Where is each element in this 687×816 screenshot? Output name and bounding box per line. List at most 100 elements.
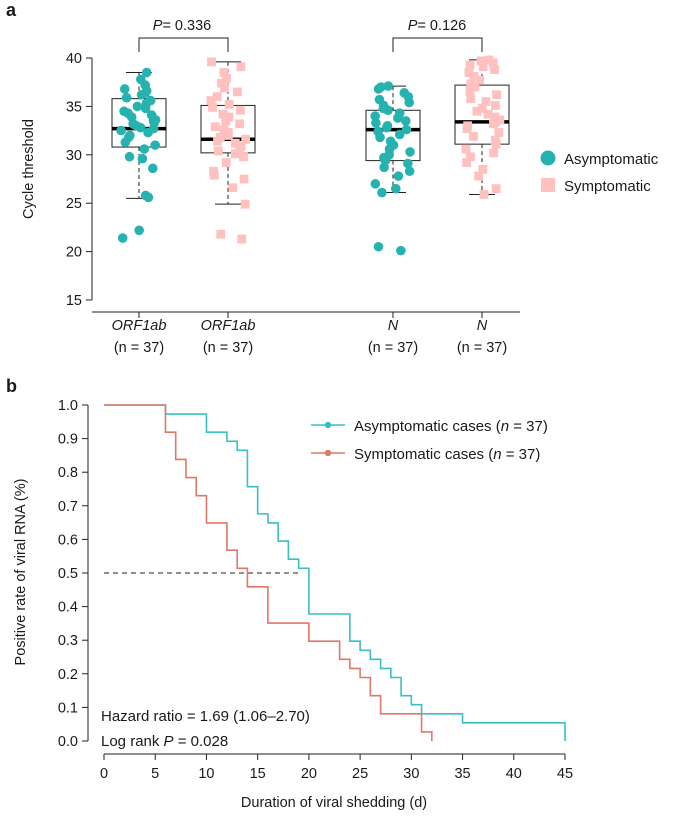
- data-point-asymptomatic: [139, 144, 150, 154]
- data-point-symptomatic: [490, 112, 500, 122]
- data-point-symptomatic: [210, 122, 220, 132]
- data-point-asymptomatic: [374, 94, 385, 105]
- data-point-asymptomatic: [117, 233, 128, 243]
- legend: Asymptomatic Symptomatic: [540, 150, 659, 195]
- category-n-3: (n = 37): [368, 340, 418, 356]
- data-point-symptomatic: [475, 75, 485, 85]
- category-gene-3: N: [388, 318, 399, 334]
- data-point-asymptomatic: [383, 81, 394, 91]
- data-point-symptomatic: [469, 71, 479, 81]
- y-tick-label: 25: [66, 196, 82, 212]
- data-point-asymptomatic: [147, 163, 158, 174]
- data-point-symptomatic: [479, 190, 489, 199]
- data-point-symptomatic: [228, 183, 238, 193]
- km-x-tick-label: 10: [198, 766, 214, 782]
- data-point-symptomatic: [468, 132, 478, 141]
- data-point-asymptomatic: [401, 124, 412, 135]
- p-value-orf1ab: P= 0.336: [153, 18, 211, 34]
- data-point-asymptomatic: [376, 82, 386, 92]
- km-y-tick-label: 0.0: [58, 734, 78, 750]
- km-x-tick-label: 30: [403, 766, 419, 782]
- data-point-symptomatic: [484, 55, 494, 65]
- data-point-symptomatic: [239, 152, 248, 162]
- data-point-symptomatic: [230, 138, 240, 148]
- box-axes: 15 20 25 30 35 40: [66, 51, 520, 318]
- data-point-symptomatic: [212, 92, 222, 102]
- legend-label-symptomatic: Symptomatic: [564, 178, 651, 195]
- data-point-symptomatic: [465, 60, 475, 70]
- km-y-tick-label: 0.5: [58, 566, 78, 582]
- data-point-asymptomatic: [124, 151, 135, 162]
- km-curve-asymptomatic: [104, 404, 566, 741]
- data-point-asymptomatic: [145, 95, 156, 106]
- km-curves: [104, 404, 566, 741]
- data-point-asymptomatic: [121, 92, 132, 103]
- data-point-symptomatic: [466, 79, 476, 89]
- data-point-symptomatic: [462, 158, 472, 167]
- km-x-tick-label: 20: [301, 766, 317, 782]
- km-x-tick-label: 25: [352, 766, 368, 782]
- km-x-tick-label: 15: [250, 766, 266, 782]
- data-point-symptomatic: [232, 87, 242, 97]
- km-annotations: Hazard ratio = 1.69 (1.06–2.70) Log rank…: [101, 708, 310, 750]
- data-point-symptomatic: [491, 184, 501, 194]
- data-point-asymptomatic: [393, 171, 404, 181]
- y-tick-label: 20: [66, 245, 82, 261]
- km-y-tick-label: 0.9: [58, 432, 78, 448]
- data-point-symptomatic: [224, 100, 234, 109]
- data-point-asymptomatic: [134, 225, 144, 236]
- data-point-symptomatic: [477, 103, 487, 113]
- category-gene-4: N: [477, 318, 488, 334]
- data-point-symptomatic: [235, 105, 245, 115]
- data-point-symptomatic: [217, 78, 226, 88]
- category-gene-1: ORF1ab: [112, 318, 167, 334]
- hazard-ratio-text: Hazard ratio = 1.69 (1.06–2.70): [101, 708, 310, 725]
- km-y-tick-label: 0.2: [58, 667, 78, 683]
- data-points: [116, 55, 505, 256]
- data-point-symptomatic: [236, 62, 246, 72]
- km-x-tick-label: 0: [100, 766, 108, 782]
- data-point-symptomatic: [221, 158, 231, 167]
- panel-label-a: a: [6, 0, 17, 20]
- data-point-symptomatic: [209, 166, 218, 176]
- legend-label-symptomatic-cases: Symptomatic cases (n = 37): [354, 446, 540, 463]
- data-point-asymptomatic: [125, 130, 135, 141]
- data-point-asymptomatic: [136, 74, 146, 85]
- data-point-symptomatic: [219, 68, 229, 77]
- data-point-symptomatic: [461, 144, 471, 154]
- data-point-symptomatic: [490, 101, 500, 110]
- data-point-symptomatic: [222, 73, 231, 83]
- box-iqr: [365, 109, 421, 162]
- data-point-symptomatic: [218, 109, 228, 119]
- data-point-symptomatic: [492, 90, 502, 100]
- data-point-symptomatic: [220, 83, 229, 93]
- data-point-symptomatic: [230, 149, 240, 159]
- panel-b: b 0.0 0.1 0.2 0.3 0.4 0.5 0.6 0.7 0.8 0.9 1.0 0 5 10 1…: [6, 376, 573, 811]
- legend-marker-asymptomatic: [540, 150, 556, 166]
- x-axis-label-km: Duration of viral shedding (d): [241, 795, 427, 811]
- data-point-asymptomatic: [394, 108, 405, 118]
- p-value-bracket: [392, 37, 483, 52]
- data-point-asymptomatic: [385, 136, 396, 147]
- data-point-asymptomatic: [119, 106, 129, 117]
- km-curve-symptomatic: [104, 404, 433, 741]
- data-point-asymptomatic: [132, 101, 143, 112]
- km-y-tick-label: 0.1: [58, 700, 78, 716]
- data-point-symptomatic: [494, 128, 504, 137]
- data-point-symptomatic: [490, 65, 499, 75]
- data-point-symptomatic: [472, 106, 482, 116]
- data-point-asymptomatic: [370, 111, 380, 121]
- data-point-symptomatic: [478, 62, 488, 72]
- data-point-symptomatic: [489, 148, 499, 158]
- data-point-symptomatic: [476, 56, 486, 66]
- panel-label-b: b: [6, 376, 17, 396]
- legend-label-asymptomatic: Asymptomatic: [564, 151, 659, 168]
- km-y-tick-label: 1.0: [58, 398, 78, 414]
- data-point-symptomatic: [213, 146, 223, 156]
- p-value-brackets: P= 0.336 P= 0.126: [138, 18, 483, 52]
- panel-a: a 15 20 25 30 35 40 Cycle threshold P= 0.336 …: [6, 0, 659, 356]
- y-tick-label: 35: [66, 99, 82, 115]
- data-point-asymptomatic: [116, 125, 126, 136]
- km-y-tick-label: 0.4: [58, 600, 78, 616]
